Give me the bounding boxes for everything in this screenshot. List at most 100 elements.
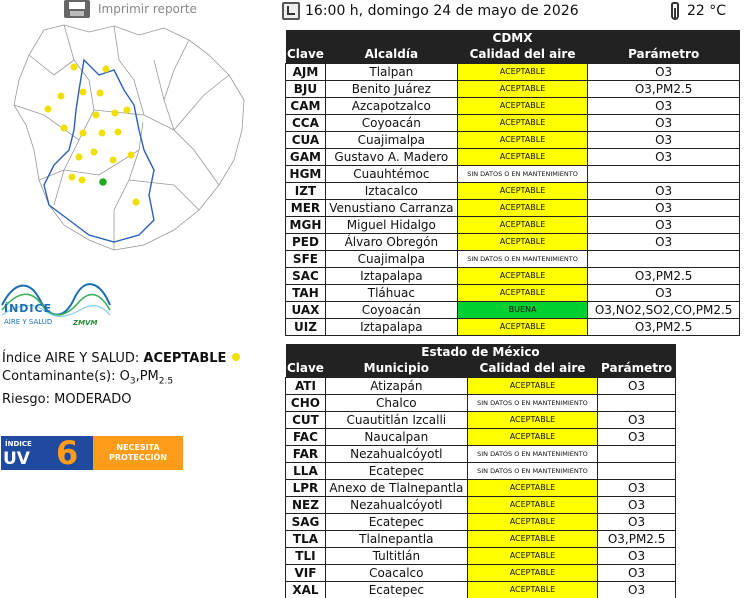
table-row: BJU Benito Juárez ACEPTABLE O3,PM2.5 — [285, 79, 740, 98]
parameter-cell — [587, 164, 740, 183]
edomex-table-title: Estado de México — [285, 344, 676, 360]
parameter-cell: O3 — [597, 376, 676, 395]
air-quality-cell: SIN DATOS O EN MANTENIMIENTO — [466, 461, 599, 480]
station-location-cell: Ecatepec — [324, 580, 468, 598]
parameter-cell: O3 — [597, 580, 676, 598]
station-code-cell: UIZ — [285, 317, 326, 336]
parameter-cell: O3 — [597, 478, 676, 497]
air-quality-cell: SIN DATOS O EN MANTENIMIENTO — [456, 249, 589, 268]
uv-value: 6 — [56, 434, 79, 472]
parameter-cell — [597, 444, 676, 463]
air-quality-cell: ACEPTABLE — [466, 495, 599, 514]
uv-index-card: ÍNDICE UV 6 NECESITA PROTECCIÓN — [1, 434, 183, 472]
parameter-cell: O3 — [587, 62, 740, 81]
station-code-cell: FAC — [285, 427, 326, 446]
station-code-cell: CUA — [285, 130, 326, 149]
station-code-cell: AJM — [285, 62, 326, 81]
station-location-cell: Cuauhtémoc — [324, 164, 458, 183]
datetime-text: 16:00 h, domingo 24 de mayo de 2026 — [305, 3, 579, 19]
table-row: CUT Cuautitlán Izcalli ACEPTABLE O3 — [285, 410, 676, 429]
table-row: CAM Azcapotzalco ACEPTABLE O3 — [285, 96, 740, 115]
station-location-cell: Iztapalapa — [324, 317, 458, 336]
temperature-display: 22 °C — [671, 2, 726, 20]
parameter-cell: O3 — [587, 113, 740, 132]
station-location-cell: Venustiano Carranza — [324, 198, 458, 217]
print-report-label: Imprimir reporte — [98, 2, 197, 16]
parameter-cell: O3 — [587, 147, 740, 166]
station-code-cell: LPR — [285, 478, 326, 497]
station-code-cell: CHO — [285, 393, 326, 412]
parameter-cell — [597, 461, 676, 480]
table-row: SAC Iztapalapa ACEPTABLE O3,PM2.5 — [285, 266, 740, 285]
table-row: SFE Cuajimalpa SIN DATOS O EN MANTENIMIENT… — [285, 249, 740, 268]
station-location-cell: Coyoacán — [324, 300, 458, 319]
station-code-cell: CAM — [285, 96, 326, 115]
uv-index-badge: ÍNDICE UV 6 — [1, 434, 93, 472]
risk-line: Riesgo: MODERADO — [2, 391, 132, 407]
col-header-municipio: Municipio — [325, 360, 468, 377]
station-code-cell: GAM — [285, 147, 326, 166]
station-map[interactable] — [4, 20, 252, 268]
uv-label: UV — [3, 449, 30, 469]
parameter-cell: O3 — [597, 563, 676, 582]
uv-label-top: ÍNDICE — [5, 440, 32, 448]
parameter-cell: O3,PM2.5 — [597, 529, 676, 548]
table-row: SAG Ecatepec ACEPTABLE O3 — [285, 512, 676, 531]
parameter-cell: O3,PM2.5 — [587, 266, 740, 285]
station-code-cell: HGM — [285, 164, 326, 183]
table-row: IZT Iztacalco ACEPTABLE O3 — [285, 181, 740, 200]
parameter-cell: O3 — [597, 512, 676, 531]
station-code-cell: CCA — [285, 113, 326, 132]
air-quality-cell: ACEPTABLE — [456, 198, 589, 217]
table-row: LPR Anexo de Tlalnepantla ACEPTABLE O3 — [285, 478, 676, 497]
contaminant-pm-sub: 2.5 — [158, 376, 174, 387]
air-quality-cell: ACEPTABLE — [456, 113, 589, 132]
station-code-cell: NEZ — [285, 495, 326, 514]
air-quality-cell: ACEPTABLE — [466, 580, 599, 598]
table-row: UIZ Iztapalapa ACEPTABLE O3,PM2.5 — [285, 317, 740, 336]
table-row: VIF Coacalco ACEPTABLE O3 — [285, 563, 676, 582]
table-row: TAH Tláhuac ACEPTABLE O3 — [285, 283, 740, 302]
parameter-cell: O3 — [587, 232, 740, 251]
station-location-cell: Tláhuac — [324, 283, 458, 302]
index-level-dot-icon — [232, 353, 241, 361]
station-location-cell: Chalco — [324, 393, 468, 412]
table-row: FAC Naucalpan ACEPTABLE O3 — [285, 427, 676, 446]
table-row: CUA Cuajimalpa ACEPTABLE O3 — [285, 130, 740, 149]
station-location-cell: Cuajimalpa — [324, 249, 458, 268]
air-quality-cell: ACEPTABLE — [466, 410, 599, 429]
table-row: MGH Miguel Hidalgo ACEPTABLE O3 — [285, 215, 740, 234]
table-row: PED Álvaro Obregón ACEPTABLE O3 — [285, 232, 740, 251]
parameter-cell: O3 — [587, 130, 740, 149]
parameter-cell: O3,PM2.5 — [587, 79, 740, 98]
table-row: ATI Atizapán ACEPTABLE O3 — [285, 376, 676, 395]
station-location-cell: Cuautitlán Izcalli — [324, 410, 468, 429]
col-header-clave: Clave — [285, 46, 326, 63]
station-code-cell: BJU — [285, 79, 326, 98]
logo-title: ÍNDICE — [4, 302, 53, 315]
table-row: GAM Gustavo A. Madero ACEPTABLE O3 — [285, 147, 740, 166]
table-row: LLA Ecatepec SIN DATOS O EN MANTENIMIENTO — [285, 461, 676, 480]
print-report-button[interactable]: Imprimir reporte — [64, 0, 197, 18]
index-line: Índice AIRE Y SALUD: ACEPTABLE — [2, 350, 241, 368]
parameter-cell: O3 — [587, 96, 740, 115]
air-quality-cell: ACEPTABLE — [456, 317, 589, 336]
air-quality-cell: ACEPTABLE — [466, 427, 599, 446]
air-quality-cell: SIN DATOS O EN MANTENIMIENTO — [466, 393, 599, 412]
col-header-parametro: Parámetro — [587, 46, 740, 63]
air-quality-cell: ACEPTABLE — [456, 283, 589, 302]
temperature-text: 22 °C — [687, 3, 727, 19]
air-quality-cell: ACEPTABLE — [466, 546, 599, 565]
parameter-cell: O3 — [597, 427, 676, 446]
contaminant-o: O — [119, 369, 130, 384]
station-code-cell: XAL — [285, 580, 326, 598]
station-code-cell: MGH — [285, 215, 326, 234]
clock-icon — [282, 2, 300, 20]
station-location-cell: Gustavo A. Madero — [324, 147, 458, 166]
table-row: MER Venustiano Carranza ACEPTABLE O3 — [285, 198, 740, 217]
thermometer-icon — [671, 2, 679, 20]
station-location-cell: Álvaro Obregón — [324, 232, 458, 251]
station-code-cell: SAG — [285, 512, 326, 531]
parameter-cell: O3 — [587, 215, 740, 234]
station-code-cell: TLA — [285, 529, 326, 548]
